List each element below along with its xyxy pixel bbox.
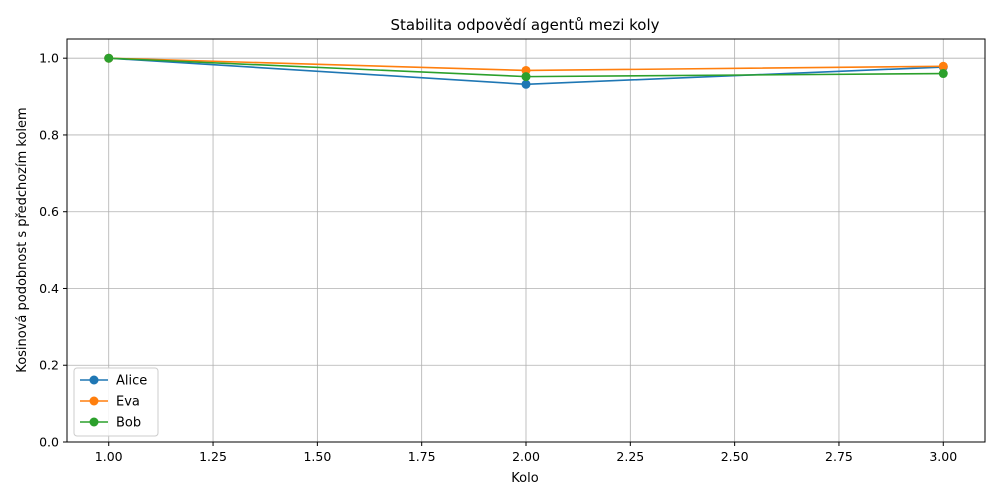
y-tick-label: 1.0 <box>39 51 59 66</box>
x-tick-label: 1.25 <box>199 449 227 464</box>
x-tick-label: 2.75 <box>825 449 853 464</box>
y-tick-label: 0.6 <box>39 204 59 219</box>
grid <box>67 39 985 443</box>
x-tick-label: 2.50 <box>721 449 749 464</box>
x-tick-label: 1.50 <box>303 449 331 464</box>
y-axis: 0.0 0.2 0.4 0.6 0.8 1.0 <box>39 51 67 450</box>
y-tick-label: 0.4 <box>39 281 59 296</box>
x-tick-label: 2.00 <box>512 449 540 464</box>
data-point <box>938 69 948 79</box>
legend: Alice Eva Bob <box>73 367 159 437</box>
y-tick-label: 0.8 <box>39 127 59 142</box>
x-tick-label: 3.00 <box>929 449 957 464</box>
x-axis: 1.00 1.25 1.50 1.75 2.00 2.25 2.50 2.75 3.00 <box>95 442 957 464</box>
legend-marker <box>89 417 99 427</box>
legend-label: Bob <box>116 416 141 431</box>
y-tick-label: 0.2 <box>39 358 59 373</box>
data-point <box>521 72 531 82</box>
series-group <box>104 53 948 89</box>
legend-marker <box>89 396 99 406</box>
legend-label: Alice <box>116 374 147 389</box>
chart-title: Stabilita odpovědí agentů mezi koly <box>390 16 659 34</box>
legend-item: Bob <box>80 416 141 431</box>
legend-marker <box>89 375 99 385</box>
legend-item: Alice <box>80 374 147 389</box>
legend-item: Eva <box>80 395 140 410</box>
x-tick-label: 1.00 <box>95 449 123 464</box>
y-tick-label: 0.0 <box>39 435 59 450</box>
x-axis-label: Kolo <box>511 471 538 486</box>
legend-label: Eva <box>116 395 140 410</box>
x-tick-label: 2.25 <box>616 449 644 464</box>
data-point <box>104 53 114 63</box>
series-bob <box>104 53 948 82</box>
data-point <box>521 79 531 89</box>
y-axis-label: Kosinová podobnost s předchozím kolem <box>15 107 30 372</box>
data-point <box>938 61 948 71</box>
x-tick-label: 1.75 <box>408 449 436 464</box>
